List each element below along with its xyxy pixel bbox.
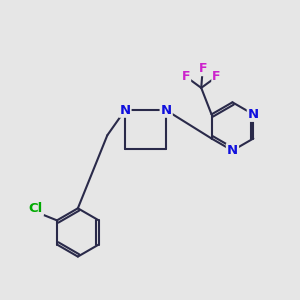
Text: N: N (119, 104, 130, 117)
Text: N: N (227, 144, 238, 157)
Text: F: F (212, 70, 221, 83)
Text: N: N (248, 108, 259, 121)
Text: F: F (182, 70, 190, 83)
Text: F: F (199, 62, 207, 75)
Text: Cl: Cl (28, 202, 43, 215)
Text: N: N (160, 104, 172, 117)
